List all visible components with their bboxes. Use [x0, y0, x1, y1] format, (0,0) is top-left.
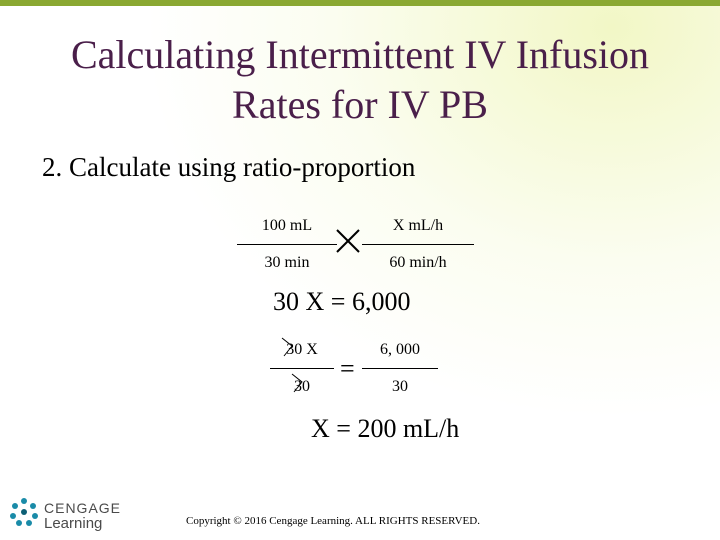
division-right-denominator: 30 — [392, 378, 408, 395]
ratio-left-fraction: 100 mL 30 min — [237, 210, 337, 279]
division-left-fraction: 30 X 30 — [270, 334, 334, 403]
copyright-notice: Copyright © 2016 Cengage Learning. ALL R… — [186, 515, 480, 527]
slide-title: Calculating Intermittent IV Infusion Rat… — [20, 30, 700, 130]
fraction-bar — [362, 368, 438, 369]
brand-name: CENGAGE — [44, 500, 122, 516]
ratio-right-denominator: 60 min/h — [389, 254, 447, 271]
top-accent-bar — [0, 0, 720, 6]
division-left-denominator: 30 — [294, 378, 310, 395]
cancel-strike-icon — [291, 373, 303, 393]
fraction-bar — [237, 244, 337, 245]
ratio-left-denominator: 30 min — [264, 254, 310, 271]
division-left-numerator: 30 X — [286, 341, 318, 358]
cross-multiply-icon — [336, 229, 360, 253]
division-right-fraction: 6, 000 30 — [362, 334, 438, 403]
ratio-right-numerator: X mL/h — [392, 217, 444, 234]
step-label: 2. Calculate using ratio-proportion — [42, 152, 416, 182]
equals-sign: = — [340, 354, 355, 383]
ratio-right-fraction: X mL/h 60 min/h — [362, 210, 474, 279]
title-line-1: Calculating Intermittent IV Infusion — [70, 32, 650, 77]
cengage-star-logo-icon — [10, 498, 38, 526]
title-line-2: Rates for IV PB — [232, 82, 488, 127]
ratio-left-numerator: 100 mL — [261, 217, 313, 234]
division-right-numerator: 6, 000 — [380, 341, 420, 358]
result-equation: X = 200 mL/h — [311, 414, 460, 443]
cancel-strike-icon — [281, 337, 293, 357]
fraction-bar — [362, 244, 474, 245]
fraction-bar — [270, 368, 334, 369]
cross-product-equation: 30 X = 6,000 — [273, 287, 411, 316]
brand-subname: Learning — [44, 515, 103, 532]
